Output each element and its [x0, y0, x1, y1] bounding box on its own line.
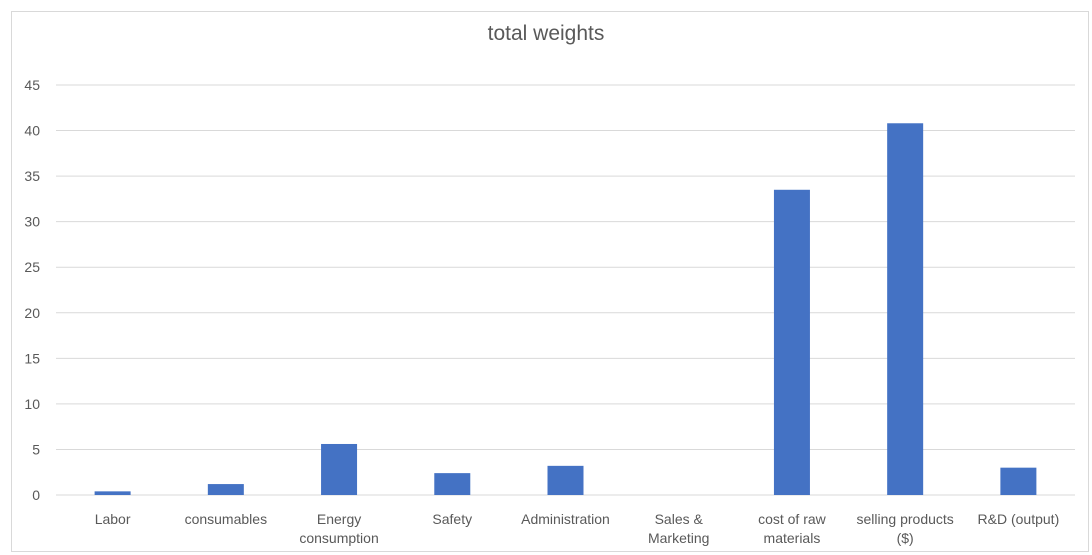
y-tick-label: 35: [24, 168, 40, 184]
y-axis-ticks: 0 5 10 15 20 25 30 35 40 45: [24, 77, 40, 503]
y-tick-label: 15: [24, 350, 40, 366]
bars: [94, 123, 1037, 496]
bar-3: [434, 473, 471, 495]
chart-title: total weights: [487, 22, 605, 45]
bar-2: [321, 443, 358, 495]
x-tick-label: Energy consumption: [299, 511, 378, 546]
x-tick-label: consumables: [185, 511, 268, 527]
y-tick-label: 45: [24, 77, 40, 93]
y-tick-label: 0: [32, 487, 40, 503]
x-tick-label: cost of raw materials: [758, 511, 827, 546]
y-tick-label: 30: [24, 214, 40, 230]
x-axis-labels: Labor consumables Energy consumption Safety A…: [95, 511, 1060, 546]
bar-7: [887, 123, 924, 496]
x-tick-label: Labor: [95, 511, 131, 527]
y-tick-label: 40: [24, 123, 40, 139]
y-tick-label: 25: [24, 259, 40, 275]
x-tick-label: R&D (output): [978, 511, 1060, 527]
y-tick-label: 20: [24, 305, 40, 321]
bar-8: [1000, 467, 1037, 495]
x-tick-label: Safety: [432, 511, 472, 527]
y-tick-label: 5: [32, 441, 40, 457]
x-tick-label: selling products ($): [857, 511, 954, 546]
y-tick-label: 10: [24, 396, 40, 412]
bar-4: [547, 465, 584, 495]
bar-6: [773, 189, 810, 495]
bar-1: [207, 484, 244, 495]
x-tick-label: Administration: [521, 511, 610, 527]
x-tick-label: Sales & Marketing: [648, 511, 709, 546]
bar-0: [94, 491, 131, 495]
